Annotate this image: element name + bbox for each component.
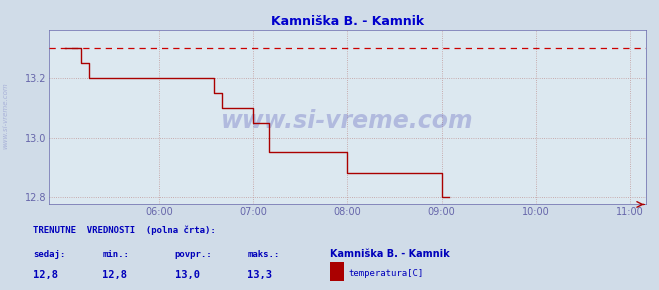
Text: sedaj:: sedaj:	[33, 250, 65, 259]
Text: 12,8: 12,8	[33, 270, 58, 280]
Text: min.:: min.:	[102, 250, 129, 259]
Text: 12,8: 12,8	[102, 270, 127, 280]
Text: TRENUTNE  VREDNOSTI  (polna črta):: TRENUTNE VREDNOSTI (polna črta):	[33, 226, 215, 235]
Text: maks.:: maks.:	[247, 250, 279, 259]
Text: 13,3: 13,3	[247, 270, 272, 280]
Title: Kamniška B. - Kamnik: Kamniška B. - Kamnik	[271, 15, 424, 28]
Text: www.si-vreme.com: www.si-vreme.com	[2, 83, 9, 149]
Text: temperatura[C]: temperatura[C]	[348, 269, 423, 278]
Text: www.si-vreme.com: www.si-vreme.com	[221, 109, 474, 133]
Text: povpr.:: povpr.:	[175, 250, 212, 259]
Text: 13,0: 13,0	[175, 270, 200, 280]
Text: Kamniška B. - Kamnik: Kamniška B. - Kamnik	[330, 249, 449, 259]
